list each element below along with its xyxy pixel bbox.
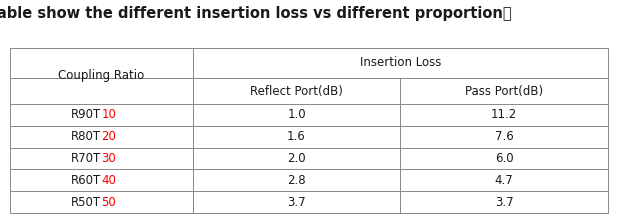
Text: 40: 40 [102,174,117,187]
Text: 4.7: 4.7 [495,174,513,187]
Text: 1.0: 1.0 [287,108,306,121]
Text: 11.2: 11.2 [491,108,517,121]
Text: 3.7: 3.7 [287,196,306,209]
Text: Pass Port(dB): Pass Port(dB) [465,85,543,97]
Text: R90T: R90T [71,108,102,121]
Text: 20: 20 [102,130,117,143]
Text: 1.6: 1.6 [287,130,306,143]
Text: 2.0: 2.0 [287,152,306,165]
Text: Reflect Port(dB): Reflect Port(dB) [250,85,343,97]
Text: R80T: R80T [71,130,102,143]
Text: Below table show the different insertion loss vs different proportion：: Below table show the different insertion… [0,7,512,22]
Text: 30: 30 [102,152,117,165]
Text: 6.0: 6.0 [495,152,513,165]
Text: Coupling Ratio: Coupling Ratio [58,70,144,82]
Text: 2.8: 2.8 [287,174,306,187]
Text: 50: 50 [102,196,117,209]
Text: 7.6: 7.6 [495,130,513,143]
Text: R50T: R50T [71,196,102,209]
Text: R60T: R60T [71,174,102,187]
Text: Insertion Loss: Insertion Loss [360,56,441,70]
Text: 3.7: 3.7 [495,196,513,209]
Text: R70T: R70T [71,152,102,165]
Text: 10: 10 [102,108,117,121]
